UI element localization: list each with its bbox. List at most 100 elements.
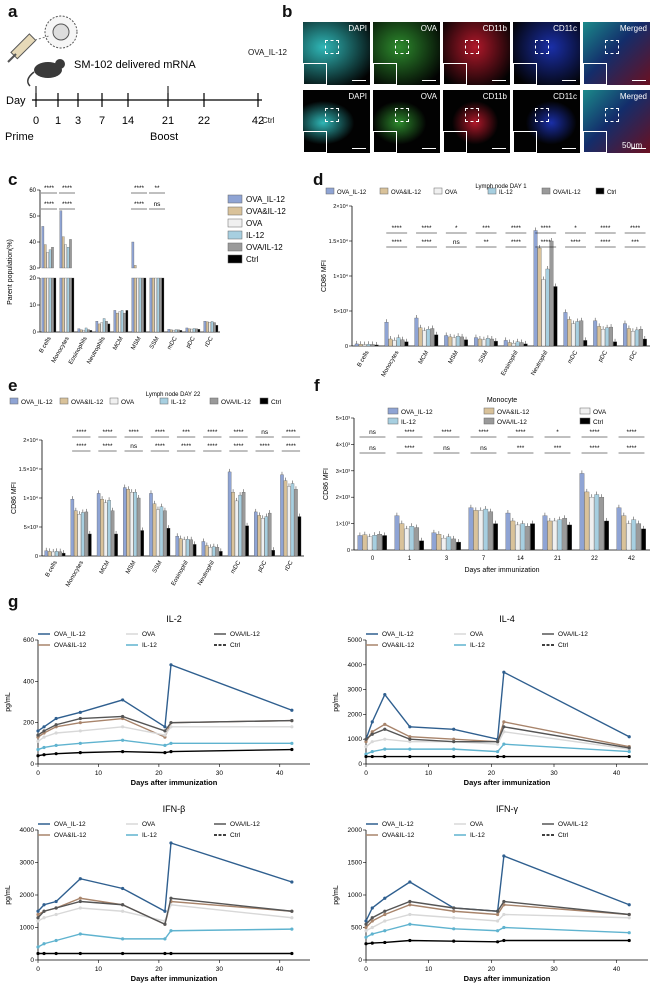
bar	[136, 277, 139, 333]
bar	[613, 341, 617, 347]
legend-swatch	[325, 187, 335, 195]
bar	[414, 527, 420, 551]
micrograph-ova-il-12-cd11c: CD11c	[513, 22, 580, 85]
significance-mark-top: ****	[102, 429, 113, 436]
bar	[511, 343, 516, 347]
data-point	[169, 951, 173, 956]
bar	[114, 533, 118, 557]
bar	[264, 516, 268, 557]
bar	[210, 321, 214, 333]
y-tick-label: 2×10⁴	[23, 437, 38, 444]
data-point	[290, 708, 294, 712]
chart-g-ifn-beta: IFN-β pg/mL 0 1000 2000 3000 4000 0 10 20 30 40 Days…	[5, 804, 310, 983]
bar	[631, 519, 637, 551]
bar	[88, 533, 92, 557]
bar	[430, 328, 435, 347]
y-tick-label: 2000	[20, 892, 35, 899]
y-tick-label: 3000	[348, 687, 363, 694]
legend-swatch	[227, 218, 243, 228]
bar	[100, 322, 103, 333]
bar	[483, 508, 489, 551]
bar	[69, 277, 72, 333]
bar	[58, 551, 62, 557]
bar	[589, 497, 595, 551]
bar	[51, 277, 54, 333]
y-tick-label: 0	[35, 554, 38, 560]
scale-bar	[492, 80, 506, 81]
chart-title: Monocyte	[487, 397, 517, 404]
x-tick-label: mDC	[567, 349, 579, 364]
legend: OVA_IL-12 OVA&IL-12 OVA IL-12 OVA/IL-12 Ctrl	[38, 821, 260, 839]
bar	[634, 329, 639, 347]
x-tick-label: 10	[425, 966, 433, 973]
data-point	[452, 939, 456, 943]
significance-mark-mid: ****	[392, 239, 403, 246]
x-axis-label: Days after immunization	[464, 778, 551, 787]
panel-label-c: c	[8, 170, 18, 189]
legend-label: OVA	[142, 821, 156, 828]
channel-label: OVA	[420, 92, 437, 101]
bar	[523, 343, 528, 347]
data-point	[452, 754, 456, 759]
bar	[394, 515, 400, 551]
bar	[485, 338, 490, 347]
day-label: Day	[6, 95, 26, 107]
series-line	[37, 726, 292, 742]
y-tick-label: 2000	[348, 711, 363, 718]
legend-label: OVA&IL-12	[382, 832, 415, 839]
y-tick-label: 500	[351, 925, 362, 932]
bar	[44, 550, 48, 557]
series-line	[37, 897, 292, 926]
bar	[103, 502, 108, 557]
bar	[488, 511, 494, 551]
data-point	[370, 732, 374, 736]
y-tick-label: 1×10⁴	[333, 273, 348, 280]
bar	[64, 244, 67, 269]
significance-mark-mid: ****	[76, 443, 87, 450]
bar	[175, 536, 179, 557]
data-point	[364, 942, 368, 946]
x-tick-label: Monocytes	[51, 336, 71, 364]
bar	[451, 538, 457, 551]
chart-title: Lymph node DAY 22	[146, 392, 201, 398]
y-tick-label: 30	[29, 266, 36, 272]
bar	[579, 320, 584, 347]
data-point	[290, 927, 294, 931]
region-box	[605, 40, 619, 54]
micrograph-ova-il-12-merged: Merged	[583, 22, 650, 85]
data-point	[370, 925, 374, 930]
scale-bar	[422, 80, 436, 81]
chart-title: Lymph node DAY 1	[475, 184, 527, 190]
scale-bar	[352, 80, 366, 81]
series-line	[37, 715, 292, 736]
data-point	[627, 746, 631, 750]
x-tick-label: 21	[554, 556, 561, 562]
legend-label: OVA_IL-12	[54, 821, 86, 828]
data-point	[502, 912, 506, 917]
data-point	[121, 903, 125, 907]
bar	[197, 329, 201, 333]
bar	[170, 329, 173, 333]
legend-label: OVA&IL-12	[54, 832, 87, 839]
data-point	[78, 896, 82, 900]
bar	[426, 329, 431, 347]
data-point	[408, 747, 412, 751]
data-point	[36, 951, 40, 956]
bar	[59, 210, 63, 269]
zoom-inset	[513, 131, 537, 153]
legend-swatch	[483, 407, 495, 415]
bar	[357, 535, 363, 551]
y-axis-label: pg/mL	[5, 885, 12, 905]
data-point	[36, 909, 40, 913]
x-tick-label: MSM	[131, 336, 143, 351]
significance-mark-top: ****	[600, 225, 611, 232]
series-line	[365, 721, 630, 748]
bar	[575, 321, 580, 347]
bar	[44, 277, 47, 333]
y-tick-label: 1500	[348, 860, 363, 867]
bar	[642, 338, 647, 347]
bar	[414, 317, 419, 347]
data-point	[364, 922, 368, 926]
legend-swatch	[227, 254, 243, 264]
significance-mark-top: ****	[233, 429, 244, 436]
